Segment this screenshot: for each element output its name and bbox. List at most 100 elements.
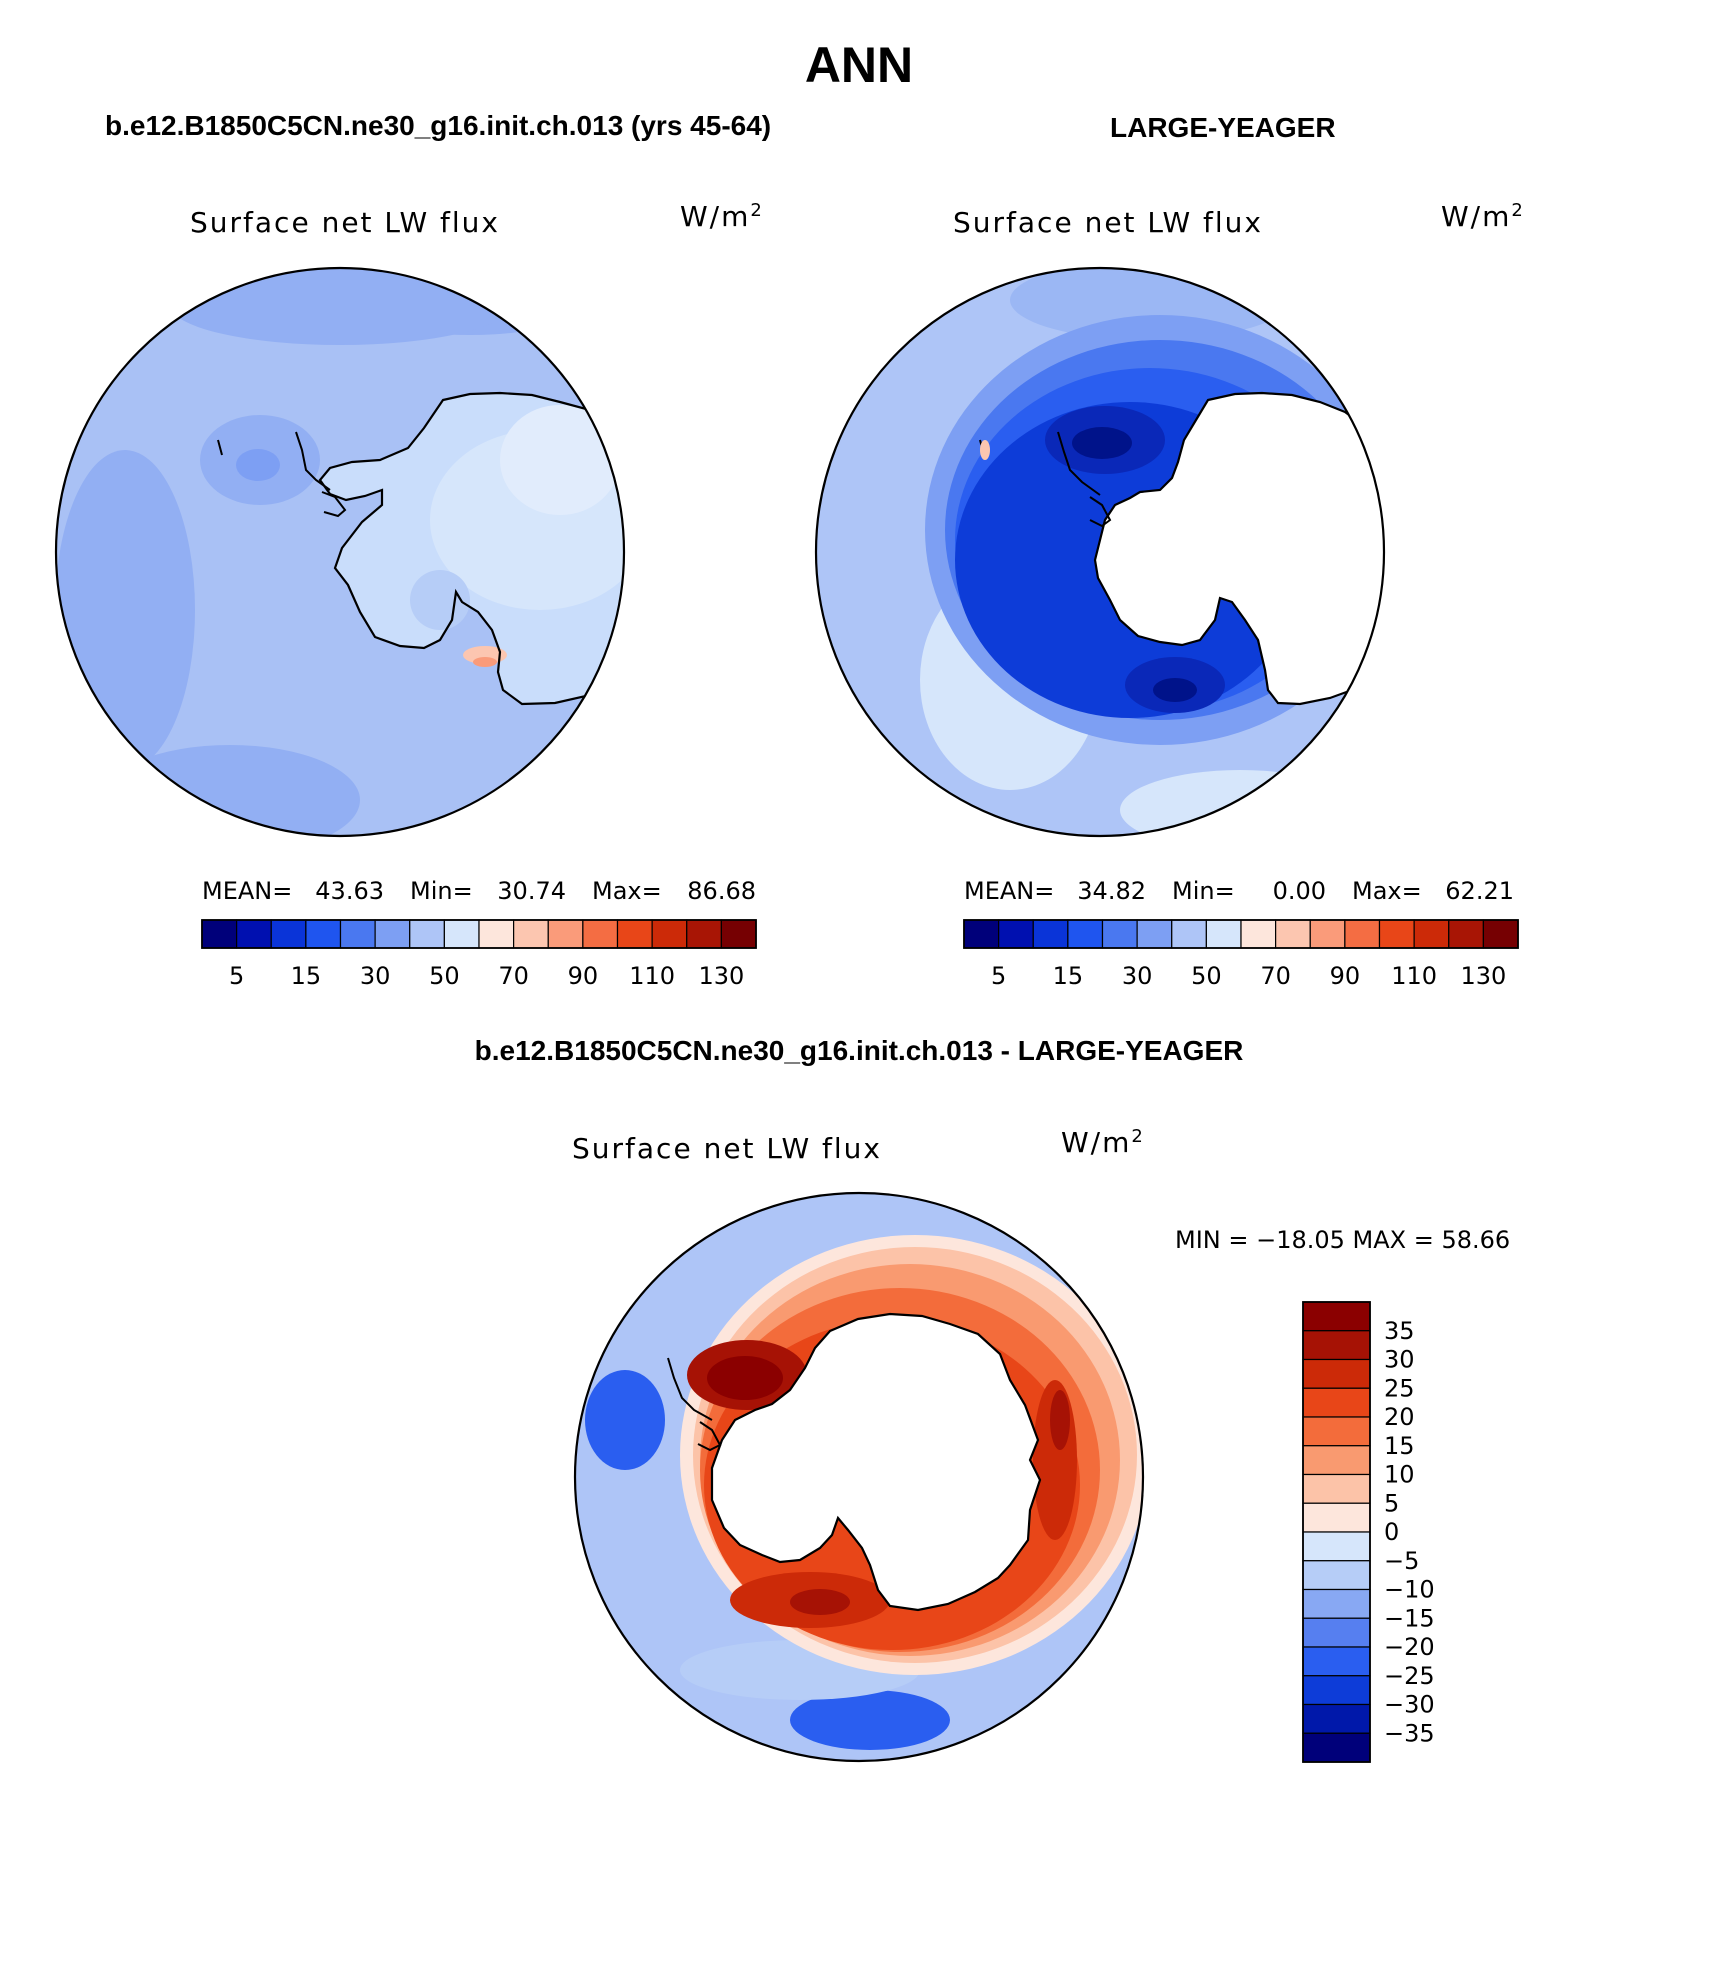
svg-text:MEAN=: MEAN= xyxy=(964,877,1054,905)
obs-colorbar-swatch xyxy=(963,919,1000,949)
obs-colorbar-swatch xyxy=(1448,919,1484,949)
diff-colorbar-swatch xyxy=(1302,1387,1371,1418)
diff-colorbar-swatch xyxy=(1302,1301,1371,1332)
model-colorbar-swatch xyxy=(374,919,411,949)
svg-text:MEAN=: MEAN= xyxy=(202,877,292,905)
obs-colorbar-swatch xyxy=(1378,919,1415,949)
model-colorbar-swatch xyxy=(236,919,272,949)
obs-colorbar-swatch xyxy=(998,919,1034,949)
model-colorbar-swatch xyxy=(547,919,584,949)
diff-colorbar-tick-label: 0 xyxy=(1384,1518,1399,1546)
model-colorbar: 5 15 30 50 70 90 110 130 xyxy=(201,919,757,990)
obs-colorbar-tick-label: 110 xyxy=(1391,962,1437,990)
diff-colorbar-swatch xyxy=(1302,1358,1371,1389)
model-colorbar-tick-label: 90 xyxy=(568,962,599,990)
model-units-label: W/m2 xyxy=(680,200,764,233)
diff-colorbar-swatch xyxy=(1302,1445,1371,1476)
obs-colorbar: 5 15 30 50 70 90 110 130 xyxy=(963,919,1519,990)
obs-colorbar-swatch xyxy=(1101,919,1138,949)
difference-title: b.e12.B1850C5CN.ne30_g16.init.ch.013 - L… xyxy=(475,1035,1244,1066)
diff-colorbar-tick-label: −35 xyxy=(1384,1719,1435,1747)
model-colorbar-swatch xyxy=(270,919,307,949)
model-colorbar-swatch xyxy=(651,919,688,949)
obs-colorbar-swatch xyxy=(1067,919,1104,949)
left-case-title: b.e12.B1850C5CN.ne30_g16.init.ch.013 (yr… xyxy=(105,110,771,141)
model-colorbar-swatch xyxy=(339,919,376,949)
svg-text:Max=: Max= xyxy=(592,877,662,905)
obs-colorbar-swatch xyxy=(1413,919,1450,949)
model-colorbar-swatch xyxy=(201,919,238,949)
diff-colorbar-tick-label: 35 xyxy=(1384,1317,1415,1345)
obs-colorbar-swatch xyxy=(1344,919,1381,949)
diff-colorbar-tick-label: 5 xyxy=(1384,1489,1399,1517)
obs-colorbar-swatch xyxy=(1275,919,1311,949)
diff-colorbar-tick-label: 25 xyxy=(1384,1374,1415,1402)
model-colorbar-swatch xyxy=(409,919,445,949)
obs-units-label: W/m2 xyxy=(1441,200,1525,233)
svg-text:43.63: 43.63 xyxy=(315,877,384,905)
svg-text:86.68: 86.68 xyxy=(687,877,756,905)
obs-colorbar-tick-label: 90 xyxy=(1330,962,1361,990)
model-colorbar-swatch xyxy=(513,919,549,949)
model-colorbar-tick-label: 15 xyxy=(291,962,322,990)
diff-colorbar-tick-label: 15 xyxy=(1384,1432,1415,1460)
obs-colorbar-swatch xyxy=(1309,919,1346,949)
obs-colorbar-swatch xyxy=(1032,919,1069,949)
model-colorbar-tick-label: 30 xyxy=(360,962,391,990)
diff-colorbar-swatch xyxy=(1302,1502,1371,1533)
obs-colorbar-tick-label: 15 xyxy=(1053,962,1084,990)
obs-variable-label: Surface net LW flux xyxy=(953,206,1263,239)
model-colorbar-tick-label: 110 xyxy=(629,962,675,990)
diff-panel: Surface net LW flux W/m2 xyxy=(572,1126,1510,1763)
diff-minmax: MIN = −18.05 MAX = 58.66 xyxy=(1175,1226,1510,1254)
diff-variable-label: Surface net LW flux xyxy=(572,1132,882,1165)
diff-colorbar-tick-label: −10 xyxy=(1384,1576,1435,1604)
diff-colorbar-swatch xyxy=(1302,1732,1371,1763)
obs-stats: MEAN= 34.82 Min= 0.00 Max= 62.21 xyxy=(964,877,1514,905)
obs-colorbar-swatch xyxy=(1482,919,1519,949)
diff-colorbar-tick-label: 10 xyxy=(1384,1461,1415,1489)
diff-colorbar-swatch xyxy=(1302,1416,1371,1447)
diff-units-label: W/m2 xyxy=(1061,1126,1145,1159)
model-map xyxy=(56,268,624,836)
diff-colorbar-tick-label: −20 xyxy=(1384,1633,1435,1661)
model-colorbar-swatch xyxy=(582,919,619,949)
obs-panel: Surface net LW flux W/m2 xyxy=(814,200,1525,990)
model-colorbar-swatch xyxy=(305,919,342,949)
diff-colorbar-tick-label: −25 xyxy=(1384,1662,1435,1690)
diff-colorbar-tick-label: −15 xyxy=(1384,1604,1435,1632)
model-stats: MEAN= 43.63 Min= 30.74 Max= 86.68 xyxy=(202,877,756,905)
obs-colorbar-swatch xyxy=(1205,919,1242,949)
obs-colorbar-tick-label: 5 xyxy=(991,962,1006,990)
diff-colorbar-swatch xyxy=(1302,1617,1371,1648)
model-colorbar-swatch xyxy=(616,919,653,949)
model-colorbar-tick-label: 50 xyxy=(429,962,460,990)
model-colorbar-swatch xyxy=(443,919,480,949)
model-colorbar-tick-label: 130 xyxy=(698,962,744,990)
diff-colorbar-swatch xyxy=(1302,1646,1371,1677)
obs-colorbar-swatch xyxy=(1240,919,1277,949)
diff-colorbar-swatch xyxy=(1302,1560,1371,1591)
obs-colorbar-swatch xyxy=(1171,919,1207,949)
model-panel: Surface net LW flux W/m2 xyxy=(54,200,764,990)
model-colorbar-swatch xyxy=(720,919,757,949)
model-colorbar-swatch xyxy=(686,919,722,949)
model-colorbar-tick-label: 5 xyxy=(229,962,244,990)
obs-colorbar-tick-label: 130 xyxy=(1460,962,1506,990)
svg-text:62.21: 62.21 xyxy=(1445,877,1514,905)
diff-colorbar-tick-label: 30 xyxy=(1384,1346,1415,1374)
obs-colorbar-tick-label: 70 xyxy=(1260,962,1291,990)
diff-colorbar-swatch xyxy=(1302,1473,1371,1504)
diff-colorbar-swatch xyxy=(1302,1703,1371,1734)
obs-colorbar-swatch xyxy=(1136,919,1173,949)
diff-colorbar-swatch xyxy=(1302,1675,1371,1706)
obs-colorbar-tick-label: 30 xyxy=(1122,962,1153,990)
svg-text:34.82: 34.82 xyxy=(1077,877,1146,905)
diff-colorbar-swatch xyxy=(1302,1330,1371,1361)
svg-text:30.74: 30.74 xyxy=(497,877,566,905)
diff-colorbar-swatch xyxy=(1302,1531,1371,1562)
main-title: ANN xyxy=(805,37,913,93)
svg-text:Min=: Min= xyxy=(1172,877,1235,905)
